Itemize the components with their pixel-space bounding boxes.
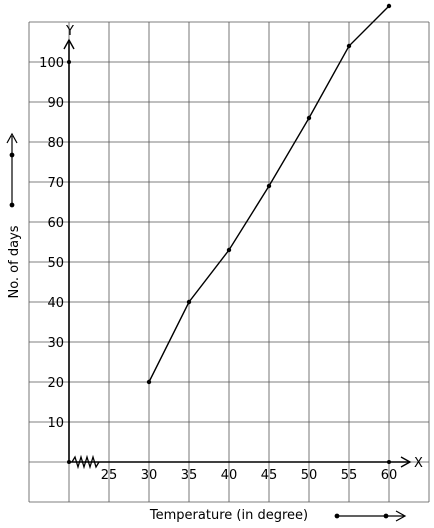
- y-tick-label: 90: [47, 96, 64, 111]
- axes: [63, 38, 412, 468]
- x-tick-label: 55: [341, 468, 358, 483]
- tick-labels: 25 30 35 40 45 50 55 60 10 20 30 40 50 60 70 80 90 100: [39, 56, 397, 483]
- x-tick-label: 30: [141, 468, 158, 483]
- x-tick-label: 25: [101, 468, 118, 483]
- axis-break-zigzag: [71, 454, 100, 470]
- x-tick-label: 60: [381, 468, 398, 483]
- y-tick-label: 30: [47, 336, 64, 351]
- data-point: [226, 247, 232, 253]
- y-axis-arrow: [63, 38, 75, 50]
- y-tick-label: 100: [39, 56, 64, 71]
- y-tick-label: 20: [47, 376, 64, 391]
- data-point: [146, 379, 152, 385]
- x-axis-label: Temperature (in degree): [149, 508, 308, 523]
- y-axis-dot: [67, 60, 71, 64]
- data-point: [266, 183, 272, 189]
- y-tick-label: 70: [47, 176, 64, 191]
- y-axis-letter: Y: [65, 24, 74, 39]
- data-point: [306, 115, 312, 121]
- y-tick-label: 40: [47, 296, 64, 311]
- y-tick-label: 80: [47, 136, 64, 151]
- data-points: [146, 3, 392, 385]
- x-tick-label: 40: [221, 468, 238, 483]
- grid: [28, 21, 430, 503]
- decorative-arrow-left: [6, 132, 18, 208]
- x-tick-label: 35: [181, 468, 198, 483]
- decorative-arrow-bottom: [334, 510, 407, 522]
- y-tick-label: 60: [47, 216, 64, 231]
- y-axis-label: No. of days: [7, 225, 22, 298]
- data-point: [386, 3, 392, 9]
- data-point: [186, 299, 192, 305]
- origin-point: [67, 460, 71, 464]
- x-axis-dot: [387, 460, 391, 464]
- x-axis-letter: X: [414, 456, 423, 471]
- y-tick-label: 50: [47, 256, 64, 271]
- x-tick-label: 50: [301, 468, 318, 483]
- data-point: [346, 43, 352, 49]
- x-tick-label: 45: [261, 468, 278, 483]
- x-axis-arrow: [400, 456, 412, 468]
- y-tick-label: 10: [47, 416, 64, 431]
